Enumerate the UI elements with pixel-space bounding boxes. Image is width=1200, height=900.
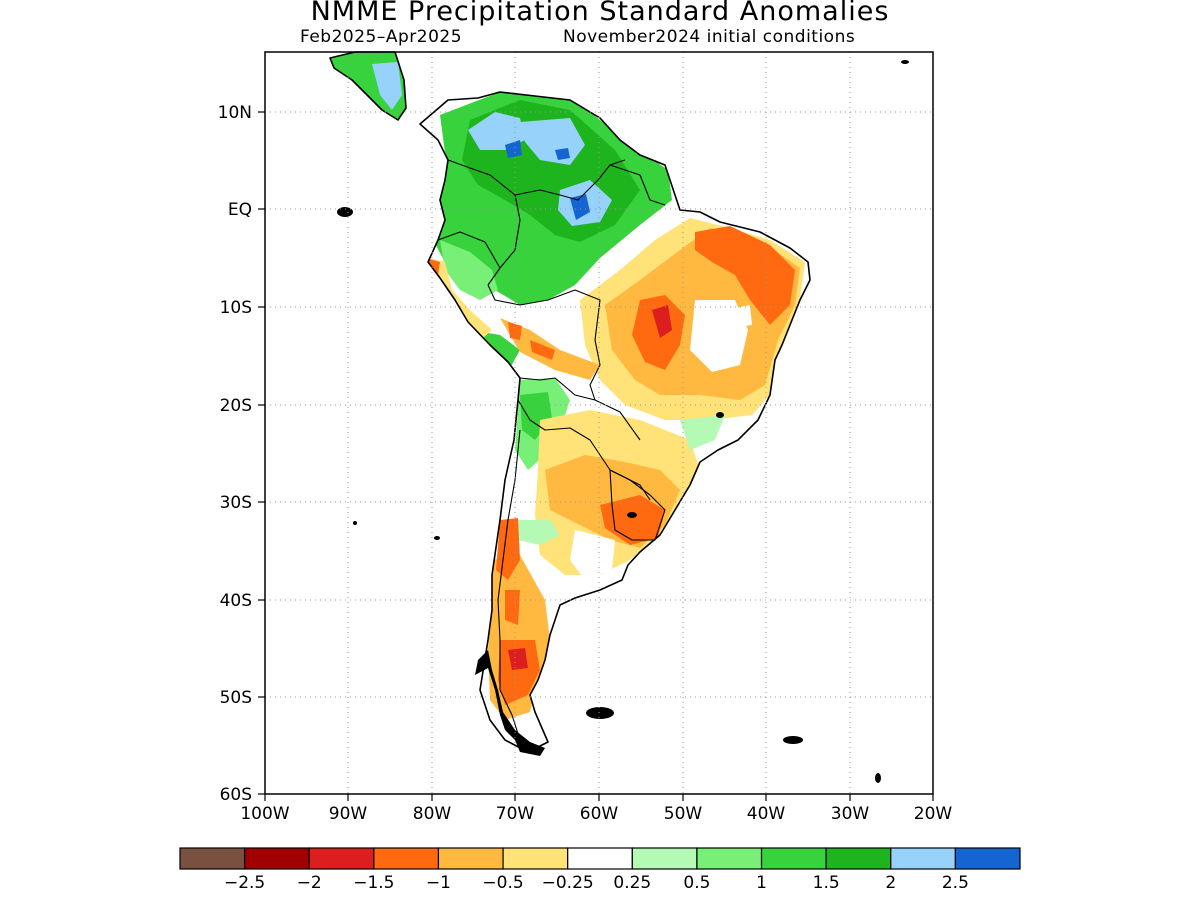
x-tick-label: 80W [413, 804, 452, 824]
colorbar-swatch [760, 847, 827, 870]
y-tick-label: EQ [228, 200, 252, 220]
x-tick-label: 90W [329, 804, 368, 824]
x-tick-label: 30W [831, 804, 870, 824]
colorbar-label: −1 [426, 873, 451, 893]
y-tick-label: 10N [218, 103, 252, 123]
y-tick-label: 60S [220, 785, 252, 805]
colorbar-swatch [502, 847, 569, 870]
x-tick-label: 40W [747, 804, 786, 824]
colorbar-swatch [954, 847, 1021, 870]
y-tick-label: 40S [220, 591, 252, 611]
islands [337, 60, 909, 783]
colorbar-label: −0.5 [482, 873, 523, 893]
colorbar-swatch [696, 847, 763, 870]
colorbar-label: −2.5 [224, 873, 265, 893]
colorbar-swatch [825, 847, 892, 870]
x-tick-label: 60W [580, 804, 619, 824]
colorbar-label: 0.25 [613, 873, 651, 893]
colorbar-label: 2.5 [942, 873, 969, 893]
colorbar-label: −0.25 [542, 873, 594, 893]
anomaly-shading [330, 52, 810, 752]
initial-conditions: November2024 initial conditions [563, 27, 856, 47]
colorbar-swatch [890, 847, 956, 870]
x-tick-label: 20W [914, 804, 953, 824]
x-tick-label: 100W [240, 804, 289, 824]
map-title: NMME Precipitation Standard Anomalies [310, 0, 890, 27]
y-axis-labels: 10N EQ 10S 20S 30S 40S 50S 60S [218, 103, 252, 805]
colorbar-swatch [373, 847, 440, 870]
forecast-period: Feb2025–Apr2025 [300, 27, 463, 47]
y-tick-label: 30S [220, 493, 252, 513]
x-tick-label: 70W [496, 804, 535, 824]
y-tick-label: 20S [220, 396, 252, 416]
colorbar-swatch [308, 847, 375, 870]
colorbar-swatch [437, 847, 504, 870]
colorbar-swatch [179, 847, 246, 870]
colorbar-label: 1 [756, 873, 767, 893]
colorbar-label: 1.5 [813, 873, 840, 893]
y-tick-label: 10S [220, 298, 252, 318]
colorbar: −2.5 −2 −1.5 −1 −0.5 −0.25 0.25 0.5 1 1.5 2 2.5 [179, 847, 1021, 893]
colorbar-label: −2 [297, 873, 322, 893]
colorbar-swatch [567, 847, 633, 870]
country-borders [437, 159, 666, 741]
y-tick-label: 50S [220, 688, 252, 708]
x-axis-labels: 100W 90W 80W 70W 60W 50W 40W 30W 20W [240, 804, 952, 824]
graticule [265, 52, 933, 794]
colorbar-swatch [244, 847, 310, 870]
tick-marks [258, 111, 934, 801]
x-tick-label: 50W [664, 804, 703, 824]
colorbar-label: 2 [885, 873, 896, 893]
colorbar-swatch [631, 847, 698, 870]
colorbar-label: −1.5 [353, 873, 394, 893]
colorbar-label: 0.5 [683, 873, 710, 893]
